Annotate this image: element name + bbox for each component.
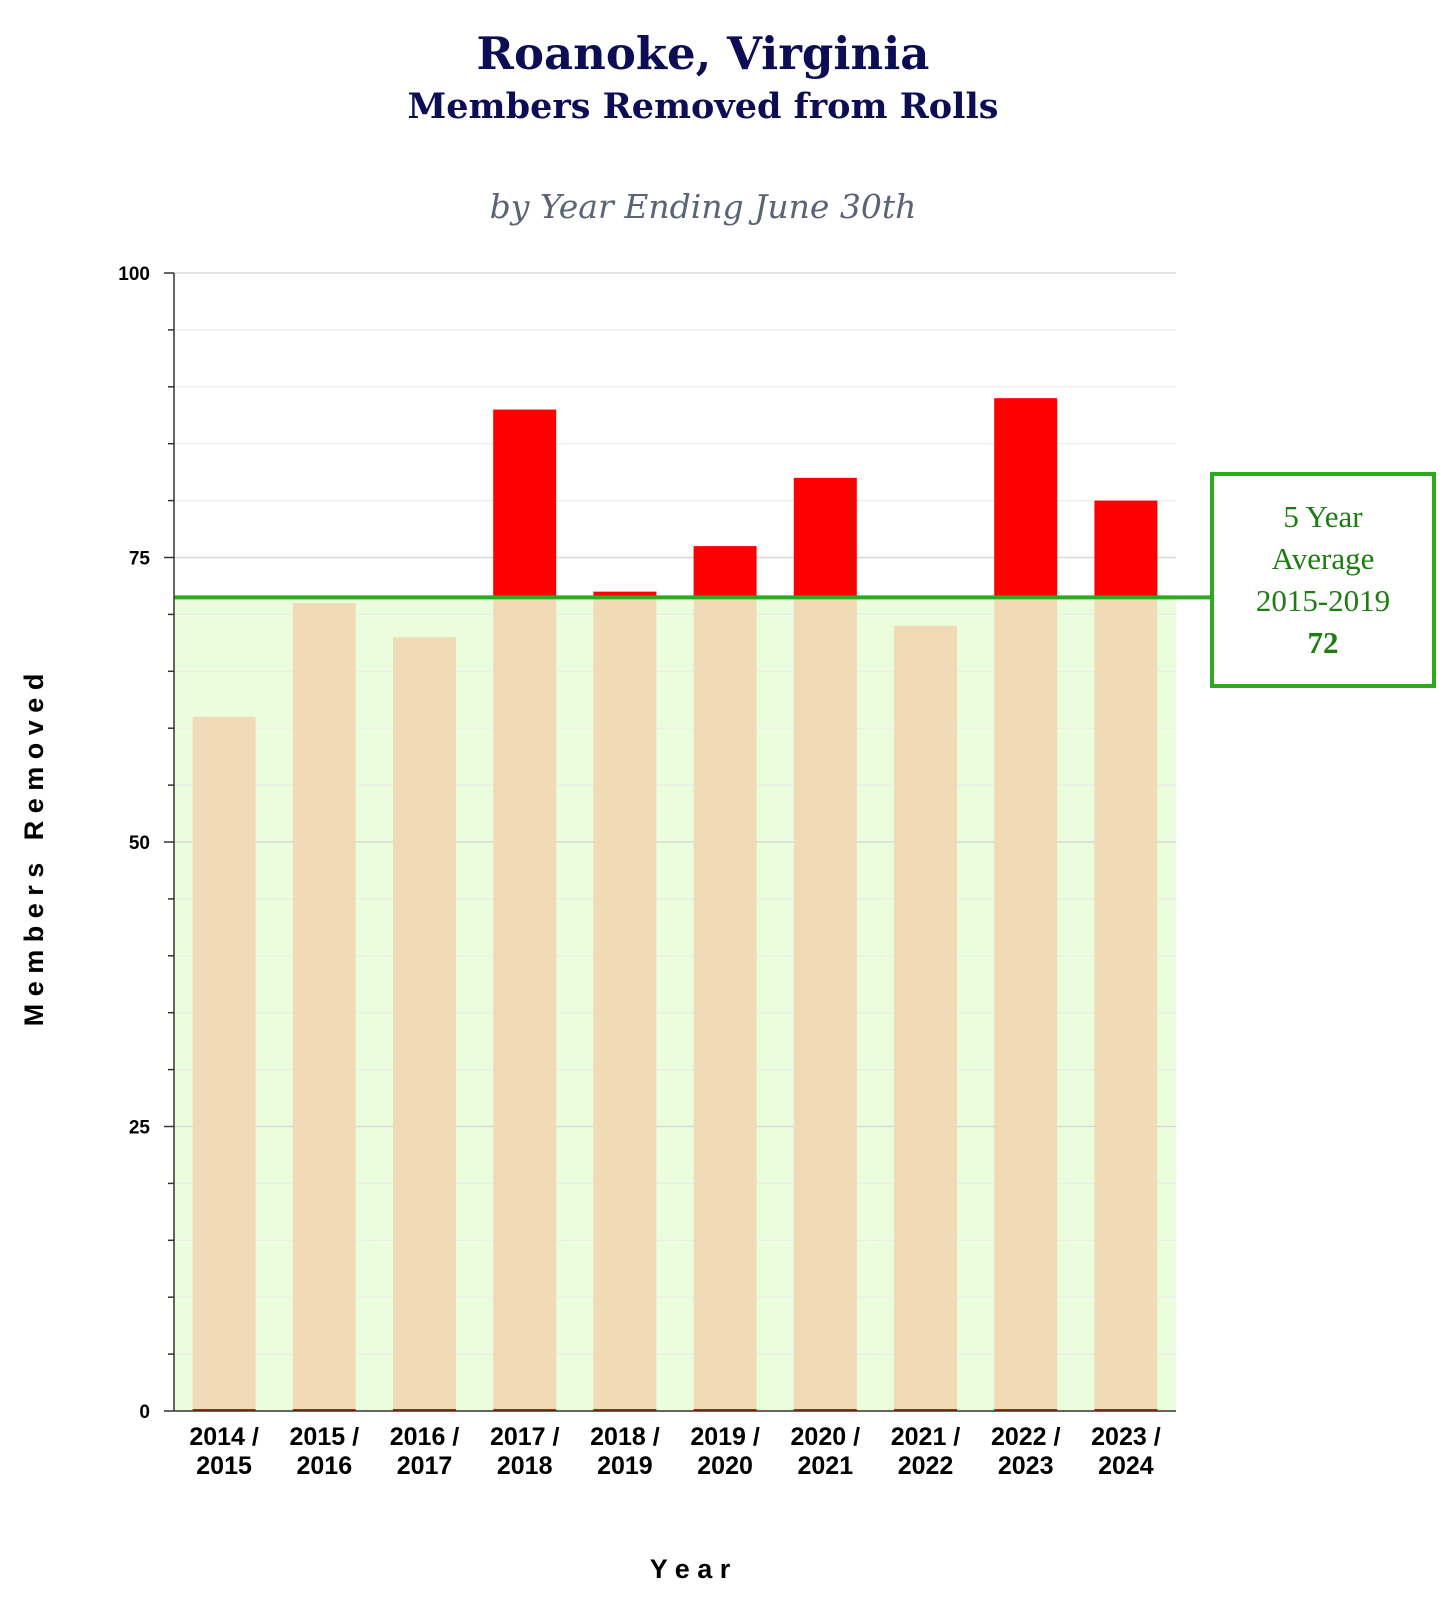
y-axis-title: M e m b e r s R e m o v e d [19, 674, 49, 1027]
bar [894, 625, 957, 1411]
x-tick-label: 2020 [697, 1452, 753, 1480]
x-tick-label: 2014 / [189, 1423, 259, 1451]
y-tick-label: 75 [129, 549, 151, 570]
x-tick-label: 2016 / [390, 1423, 460, 1451]
x-tick-label: 2018 [497, 1452, 553, 1480]
average-label: 5 Year [1283, 499, 1363, 534]
x-tick-label: 2019 / [690, 1423, 760, 1451]
bar [192, 716, 256, 1411]
bar-base [693, 597, 757, 1411]
bar-excess [1094, 500, 1158, 598]
x-tick-label: 2021 [797, 1452, 853, 1480]
y-tick-label: 25 [129, 1118, 151, 1139]
bar-excess [493, 409, 557, 598]
bar-excess [793, 477, 857, 598]
bar-excess [994, 398, 1058, 598]
x-tick-label: 2024 [1098, 1452, 1154, 1480]
y-tick-label: 0 [139, 1402, 150, 1423]
y-tick-label: 50 [129, 833, 150, 854]
x-tick-label: 2023 [998, 1452, 1054, 1480]
average-box [1210, 472, 1436, 688]
x-tick-label: 2020 / [791, 1423, 861, 1451]
bar-excess [693, 546, 757, 598]
bar-excess [593, 591, 657, 598]
y-tick-label: 100 [118, 264, 150, 285]
chart-subtitle: Members Removed from Rolls [408, 86, 999, 127]
bar-base [793, 597, 857, 1411]
x-tick-label: 2023 / [1091, 1423, 1161, 1451]
x-tick-label: 2022 / [991, 1423, 1061, 1451]
average-label: Average [1272, 541, 1375, 576]
average-value: 72 [1308, 625, 1339, 660]
bar-base [1094, 597, 1158, 1411]
chart-caption: by Year Ending June 30th [490, 187, 917, 226]
x-tick-label: 2015 [196, 1452, 252, 1480]
x-tick-label: 2018 / [590, 1423, 660, 1451]
average-label: 2015-2019 [1256, 583, 1390, 618]
x-tick-label: 2021 / [891, 1423, 961, 1451]
bar-base [994, 597, 1058, 1411]
bar [393, 637, 456, 1411]
x-tick-label: 2017 / [490, 1423, 560, 1451]
chart-title: Roanoke, Virginia [477, 27, 930, 80]
x-tick-label: 2019 [597, 1452, 653, 1480]
bar-base [493, 597, 557, 1411]
x-axis-title: Y e a r [650, 1554, 731, 1584]
bar [292, 603, 356, 1411]
x-tick-label: 2017 [397, 1452, 453, 1480]
x-tick-label: 2016 [296, 1452, 352, 1480]
x-tick-label: 2015 / [290, 1423, 360, 1451]
x-tick-label: 2022 [898, 1452, 954, 1480]
bar-base [593, 597, 657, 1411]
